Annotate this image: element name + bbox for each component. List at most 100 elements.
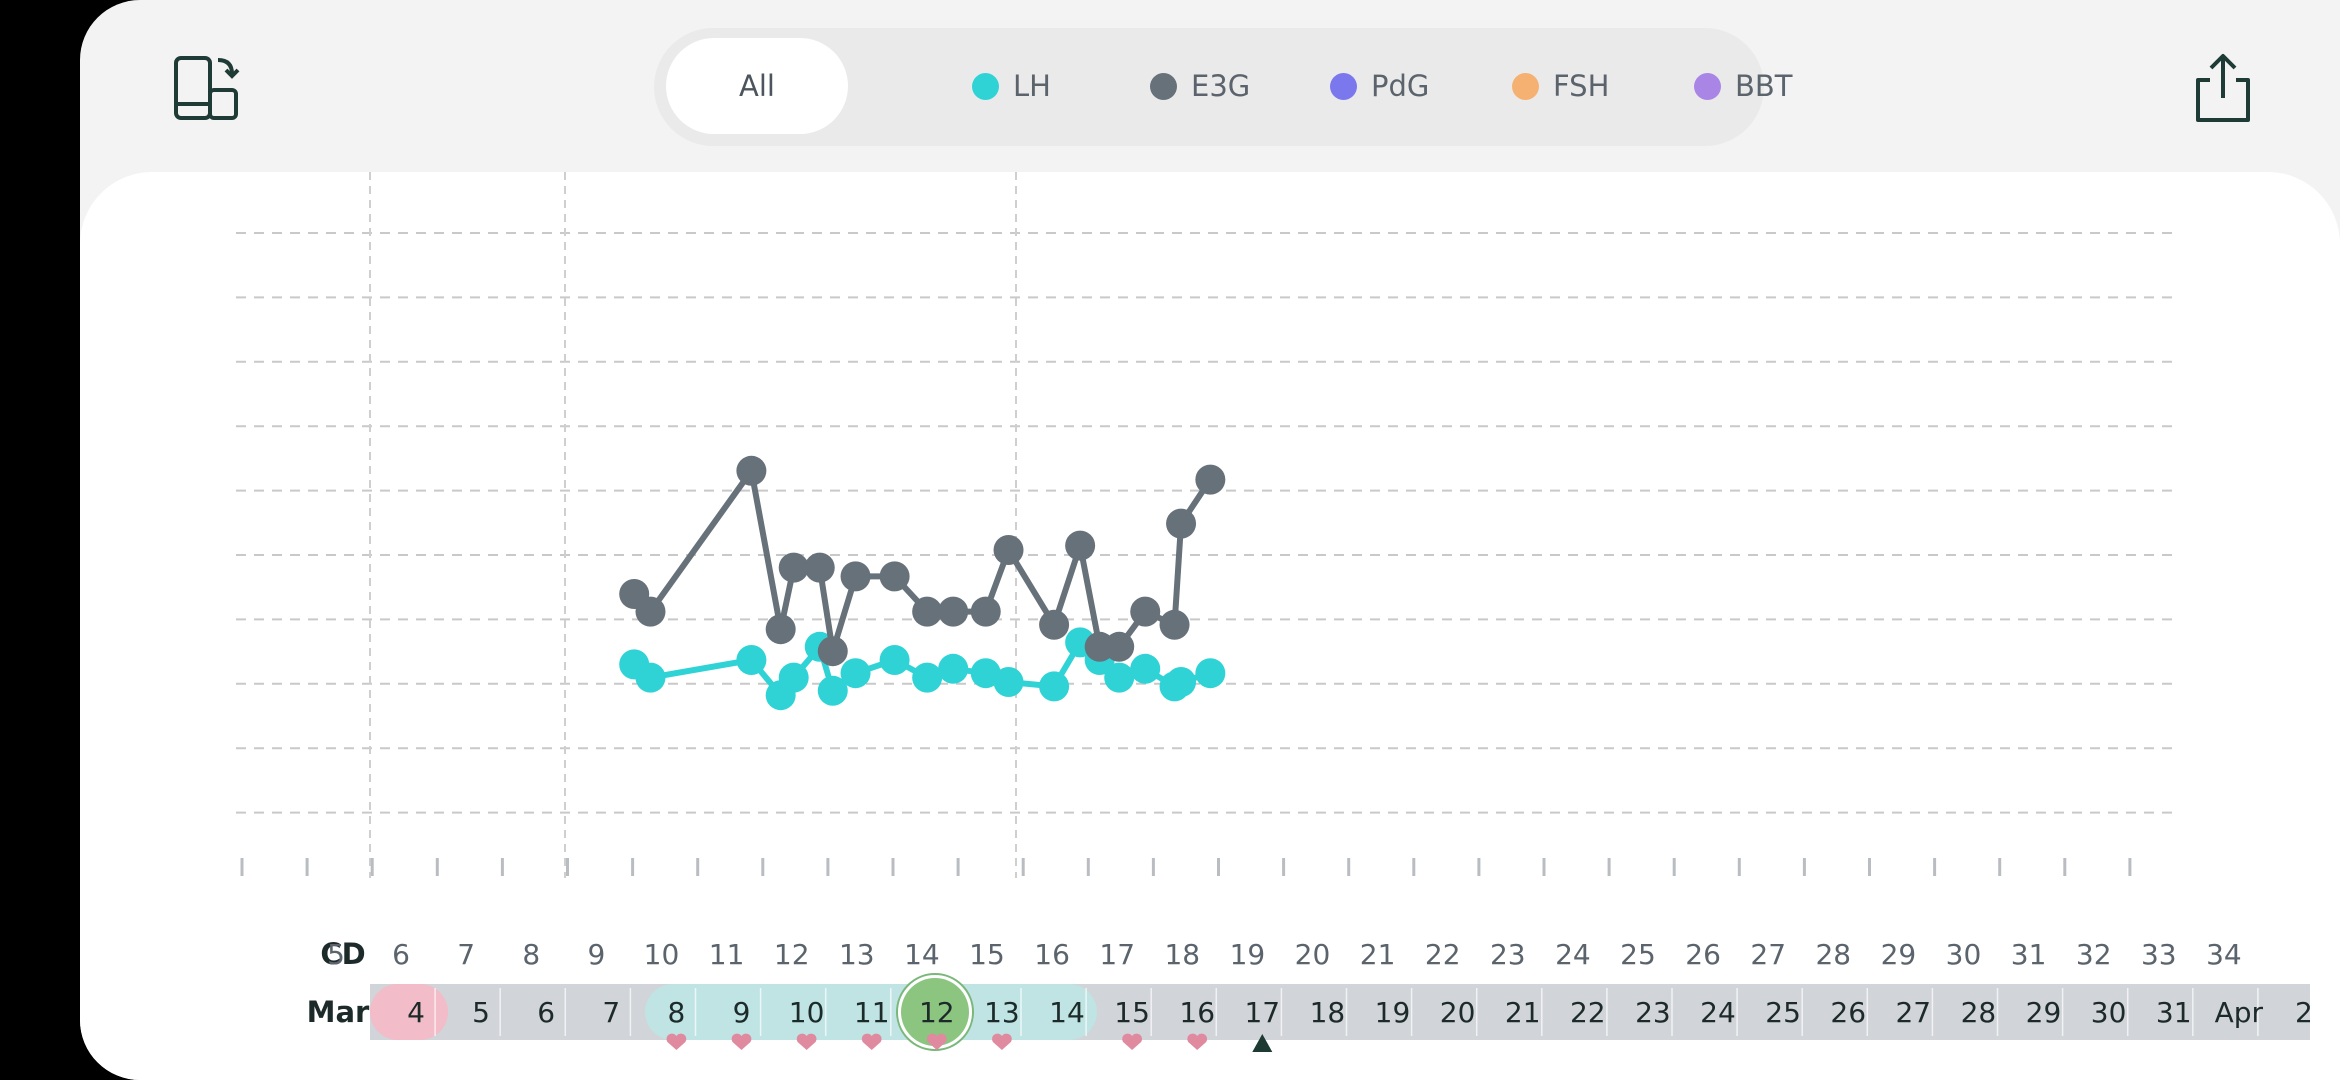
filter-chip-label: E3G: [1191, 69, 1251, 103]
date-label: Apr: [2215, 996, 2264, 1029]
cycle-day-label: 25: [1620, 938, 1656, 971]
date-label: 9: [733, 996, 751, 1029]
app-screen: All LH E3G PdG FSH BBT CD 5 6 7 8 9 1: [80, 0, 2340, 1080]
data-point-lh: [912, 662, 943, 693]
filter-chip-label: PdG: [1371, 69, 1430, 103]
data-point-lh: [1104, 662, 1135, 693]
cycle-day-label: 11: [709, 938, 745, 971]
data-point-e3g: [736, 455, 767, 486]
cycle-day-row-label: CD: [320, 937, 365, 971]
date-label: 12: [919, 996, 955, 1029]
data-point-e3g: [1039, 609, 1070, 640]
cycle-day-label: 6: [392, 938, 410, 971]
date-label: 25: [1765, 996, 1801, 1029]
intercourse-heart-icon: [796, 1033, 817, 1050]
intercourse-heart-icon: [861, 1033, 882, 1050]
data-point-e3g: [1195, 464, 1226, 495]
cycle-day-label: 28: [1815, 938, 1851, 971]
intercourse-heart-icon: [1187, 1033, 1208, 1050]
data-point-lh: [817, 675, 848, 706]
period-day-pill: [370, 984, 448, 1040]
cycle-day-label: 20: [1295, 938, 1331, 971]
data-point-e3g: [817, 636, 848, 667]
filter-chip-pdg[interactable]: PdG: [1330, 38, 1429, 134]
cycle-day-label: 21: [1360, 938, 1396, 971]
data-point-e3g: [1166, 508, 1197, 539]
cycle-day-label: 16: [1034, 938, 1070, 971]
data-point-e3g: [938, 596, 969, 627]
cycle-day-label: 22: [1425, 938, 1461, 971]
date-label: 17: [1244, 996, 1280, 1029]
cycle-day-label: 13: [839, 938, 875, 971]
cycle-day-label: 27: [1750, 938, 1786, 971]
date-label: 2: [2295, 996, 2313, 1029]
data-point-e3g: [1104, 631, 1135, 662]
biomarker-filter-bar: All LH E3G PdG FSH BBT: [654, 28, 1793, 146]
data-point-lh: [1039, 671, 1070, 702]
intercourse-heart-icon: [926, 1033, 947, 1050]
share-icon[interactable]: [2188, 50, 2258, 126]
date-label: 19: [1375, 996, 1411, 1029]
fertile-window-pill: [645, 984, 1097, 1040]
date-label: 8: [667, 996, 685, 1029]
date-label: 16: [1179, 996, 1215, 1029]
cycle-day-label: 5: [327, 938, 345, 971]
date-label: 31: [2156, 996, 2192, 1029]
cycle-day-label: 18: [1164, 938, 1200, 971]
data-point-lh: [840, 658, 871, 689]
date-label: 26: [1830, 996, 1866, 1029]
filter-chip-lh[interactable]: LH: [972, 38, 1051, 134]
pdg-dot-icon: [1330, 72, 1357, 100]
data-point-lh: [1130, 653, 1161, 684]
date-label: 22: [1570, 996, 1606, 1029]
rotate-phone-icon[interactable]: [170, 52, 250, 128]
data-point-e3g: [1130, 596, 1161, 627]
today-marker-icon: [1252, 1034, 1273, 1052]
data-point-e3g: [804, 552, 835, 583]
cycle-day-label: 34: [2206, 938, 2242, 971]
filter-chip-bbt[interactable]: BBT: [1694, 38, 1793, 134]
date-label: 28: [1961, 996, 1997, 1029]
intercourse-heart-icon: [731, 1033, 752, 1050]
date-label: 23: [1635, 996, 1671, 1029]
cycle-day-label: 12: [774, 938, 810, 971]
date-label: 21: [1505, 996, 1541, 1029]
cycle-day-label: 15: [969, 938, 1005, 971]
filter-chip-label: FSH: [1553, 69, 1610, 103]
data-point-lh: [879, 645, 910, 675]
data-point-lh: [1166, 667, 1197, 697]
intercourse-heart-icon: [666, 1033, 687, 1050]
date-label: 29: [2026, 996, 2062, 1029]
intercourse-heart-icon: [1122, 1033, 1143, 1050]
cycle-day-label: 30: [1946, 938, 1982, 971]
filter-chip-all[interactable]: All: [666, 38, 848, 134]
date-label: 30: [2091, 996, 2127, 1029]
date-label: 13: [984, 996, 1020, 1029]
cycle-day-label: 31: [2011, 938, 2047, 971]
data-point-e3g: [635, 596, 666, 627]
data-point-e3g: [993, 535, 1024, 565]
cycle-day-label: 24: [1555, 938, 1591, 971]
data-point-e3g: [840, 561, 871, 592]
date-label: 7: [602, 996, 620, 1029]
intercourse-heart-icon: [991, 1033, 1012, 1050]
filter-chip-fsh[interactable]: FSH: [1512, 38, 1609, 134]
date-label: 14: [1049, 996, 1085, 1029]
data-point-e3g: [1065, 530, 1096, 561]
cycle-day-label: 32: [2076, 938, 2112, 971]
data-point-e3g: [912, 596, 943, 627]
date-label: 10: [789, 996, 825, 1029]
luteal-pill: [450, 984, 646, 1040]
date-label: 6: [537, 996, 555, 1029]
peak-day-fill: [901, 978, 969, 1046]
cycle-day-label: 23: [1490, 938, 1526, 971]
cycle-day-label: 26: [1685, 938, 1721, 971]
date-label: 5: [472, 996, 490, 1029]
data-point-lh: [778, 662, 809, 693]
data-point-lh: [970, 658, 1001, 689]
filter-chip-e3g[interactable]: E3G: [1150, 38, 1250, 134]
data-point-lh: [1195, 658, 1226, 689]
data-point-e3g: [970, 596, 1001, 627]
cycle-day-label: 17: [1099, 938, 1135, 971]
data-point-e3g: [1159, 609, 1190, 640]
